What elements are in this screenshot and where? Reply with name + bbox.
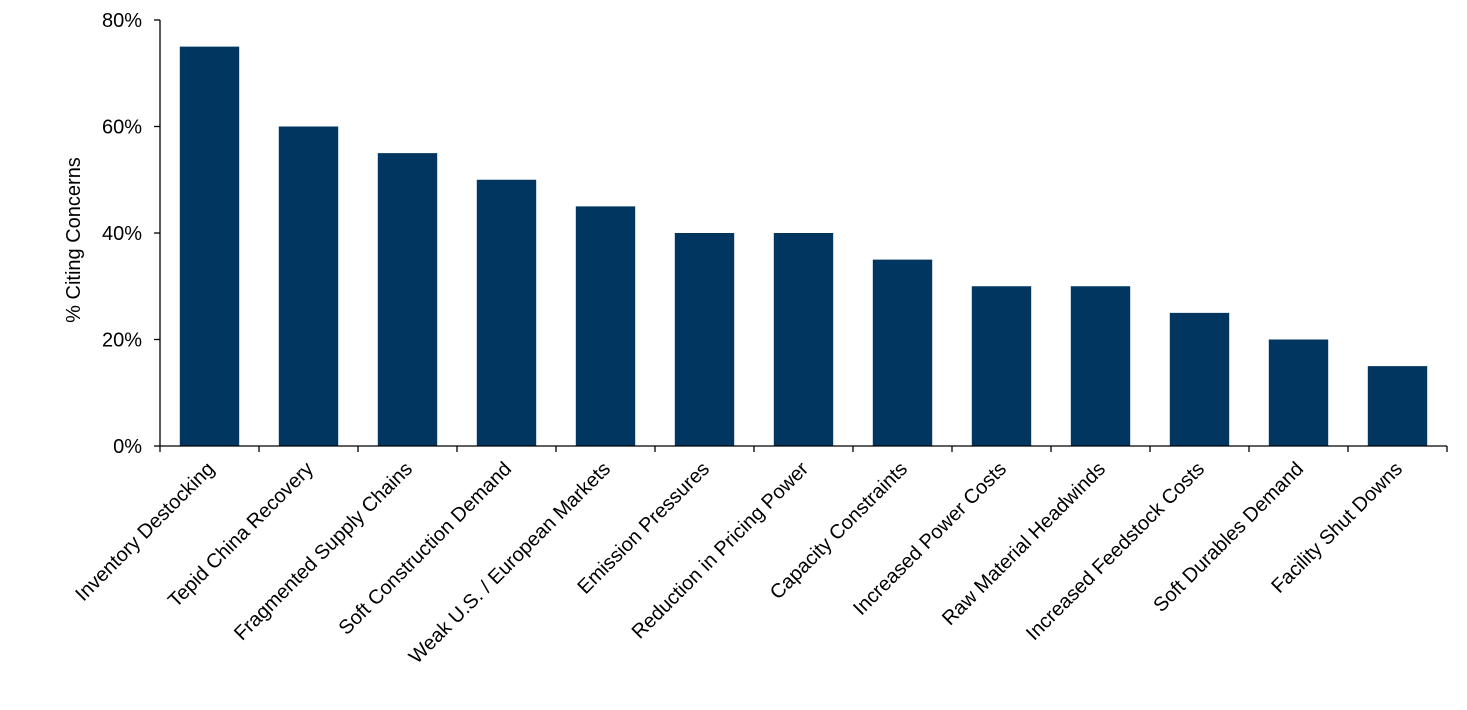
- x-category-label: Weak U.S. / European Markets: [405, 458, 615, 668]
- x-category-label: Reduction in Pricing Power: [628, 458, 814, 644]
- x-category-label: Increased Feedstock Costs: [1022, 458, 1209, 645]
- bar-1: [179, 46, 240, 446]
- x-category-label: Soft Construction Demand: [335, 458, 516, 639]
- y-ticks-layer: 0% 20% 40% 60% 80%: [102, 10, 160, 458]
- bar-3: [377, 153, 438, 446]
- bar-11: [1169, 312, 1230, 446]
- bar-13: [1367, 366, 1428, 446]
- bar-8: [872, 259, 933, 446]
- y-tick-label: 20%: [102, 330, 142, 352]
- bar-7: [773, 233, 834, 446]
- bar-6: [674, 233, 735, 446]
- bar-5: [575, 206, 636, 446]
- y-tick-label: 40%: [102, 223, 142, 245]
- y-tick-label: 0%: [113, 436, 142, 458]
- bar-12: [1268, 339, 1329, 446]
- bar-2: [278, 126, 339, 446]
- y-tick-label: 80%: [102, 10, 142, 32]
- y-axis-title: % Citing Concerns: [63, 157, 85, 323]
- x-category-label: Raw Material Headwinds: [938, 458, 1110, 630]
- bar-10: [1070, 286, 1131, 446]
- bar-4: [476, 179, 537, 446]
- bar-9: [971, 286, 1032, 446]
- bars-layer: [179, 46, 1428, 446]
- y-tick-label: 60%: [102, 117, 142, 139]
- x-category-label: Fragmented Supply Chains: [230, 458, 417, 645]
